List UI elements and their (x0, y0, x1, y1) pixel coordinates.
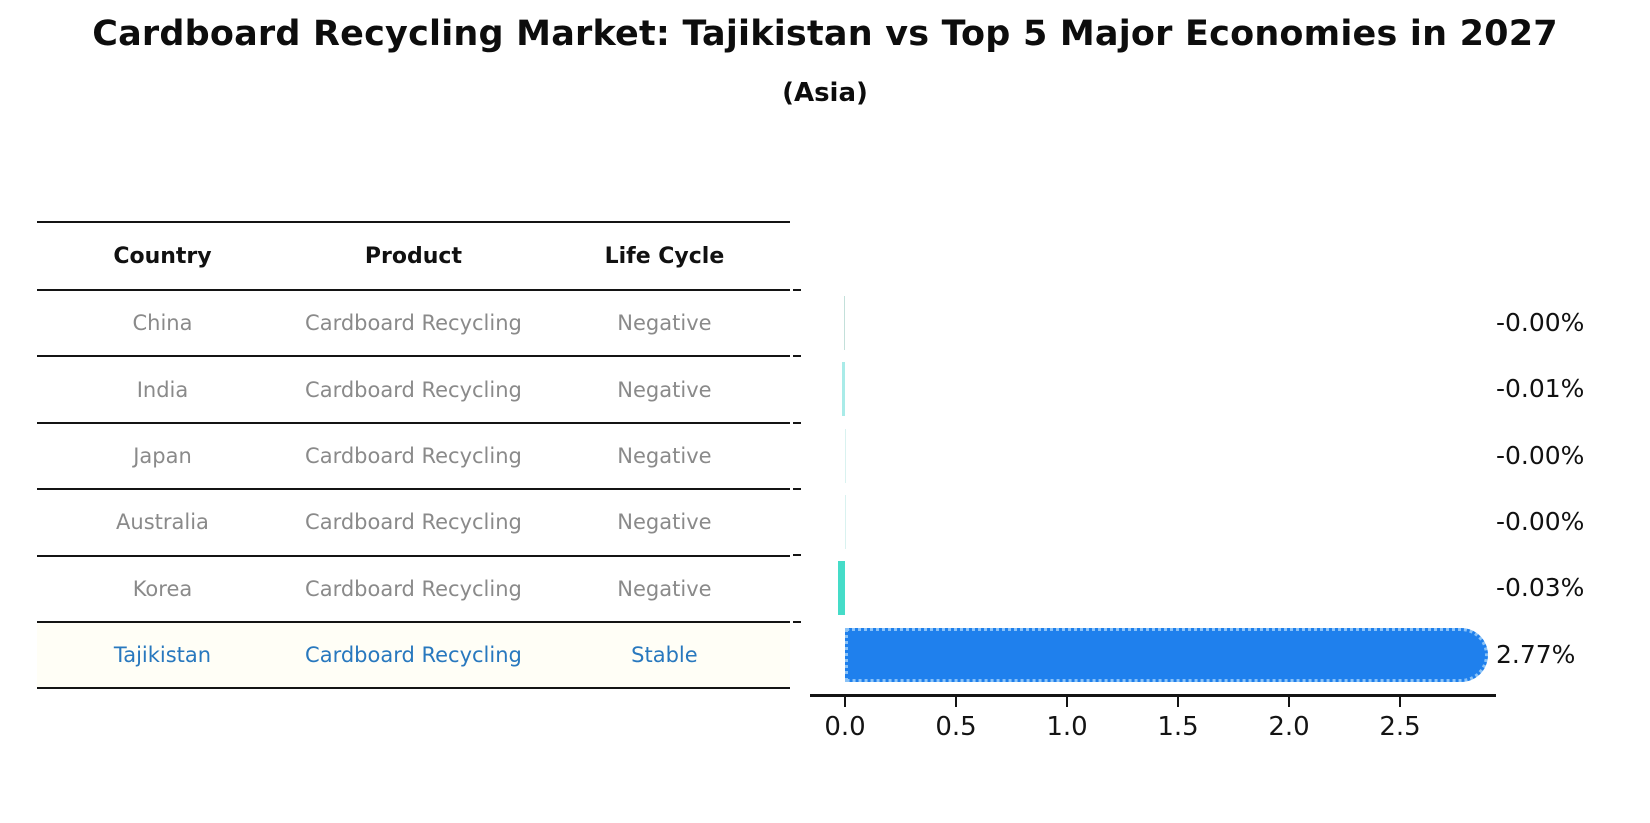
chart-subtitle: (Asia) (782, 78, 868, 108)
x-tick (1066, 697, 1068, 707)
cell-lifecycle: Negative (617, 311, 712, 336)
x-tick-label: 0.0 (824, 712, 866, 742)
cell-product: Cardboard Recycling (305, 510, 522, 535)
cell-lifecycle: Negative (617, 443, 712, 468)
cell-country: Korea (132, 576, 193, 601)
y-tick (793, 620, 801, 623)
x-axis-line (810, 694, 1496, 697)
bar-india (842, 362, 845, 417)
y-tick (793, 487, 801, 490)
x-tick (1288, 697, 1290, 707)
x-tick-label: 1.5 (1157, 712, 1199, 742)
x-tick (955, 697, 957, 707)
cell-lifecycle: Stable (631, 643, 698, 668)
cell-lifecycle: Negative (617, 377, 712, 402)
table-row-korea: Korea Cardboard Recycling Negative (37, 557, 790, 623)
cell-lifecycle: Negative (617, 576, 712, 601)
x-tick (1399, 697, 1401, 707)
value-label-japan: -0.00% (1496, 440, 1585, 470)
table-row-australia: Australia Cardboard Recycling Negative (37, 490, 790, 557)
cell-lifecycle: Negative (617, 510, 712, 535)
table-row-china: China Cardboard Recycling Negative (37, 291, 790, 358)
value-label-korea: -0.03% (1496, 573, 1585, 603)
value-label-india: -0.01% (1496, 374, 1585, 404)
y-tick (793, 355, 801, 358)
y-tick (793, 421, 801, 424)
y-tick (793, 289, 801, 291)
cell-product: Cardboard Recycling (305, 576, 522, 601)
column-header-lifecycle: Life Cycle (604, 243, 725, 269)
chart-title: Cardboard Recycling Market: Tajikistan v… (92, 14, 1558, 54)
table-row-india: India Cardboard Recycling Negative (37, 357, 790, 424)
bar-china (844, 296, 845, 351)
cell-product: Cardboard Recycling (305, 377, 522, 402)
table-header-row: Country Product Life Cycle (37, 223, 790, 291)
x-tick (1177, 697, 1179, 707)
cell-country: Japan (133, 443, 192, 468)
column-header-country: Country (113, 243, 212, 269)
y-tick (793, 554, 801, 557)
cell-country: Australia (116, 510, 209, 535)
table-row-tajikistan: Tajikistan Cardboard Recycling Stable (37, 622, 790, 690)
bar-korea (838, 561, 845, 616)
column-header-product: Product (364, 243, 462, 269)
x-tick (844, 697, 846, 707)
cell-product: Cardboard Recycling (305, 311, 522, 336)
table-body: China Cardboard Recycling Negative India Car… (37, 291, 790, 690)
x-tick-label: 1.0 (1046, 712, 1088, 742)
x-tick-label: 2.0 (1268, 712, 1310, 742)
cell-product: Cardboard Recycling (305, 443, 522, 468)
table-row-japan: Japan Cardboard Recycling Negative (37, 424, 790, 491)
value-label-australia: -0.00% (1496, 507, 1585, 537)
cell-product: Cardboard Recycling (305, 643, 522, 668)
x-tick-label: 0.5 (935, 712, 977, 742)
bar-tajikistan (845, 627, 1488, 682)
cell-country: Tajikistan (113, 643, 212, 668)
country-table: Country Product Life Cycle China Cardboar… (37, 221, 790, 690)
value-label-china: -0.00% (1496, 308, 1585, 338)
value-label-tajikistan: 2.77% (1496, 639, 1576, 669)
cell-country: India (136, 377, 189, 402)
cell-country: China (132, 311, 193, 336)
x-tick-label: 2.5 (1379, 712, 1421, 742)
